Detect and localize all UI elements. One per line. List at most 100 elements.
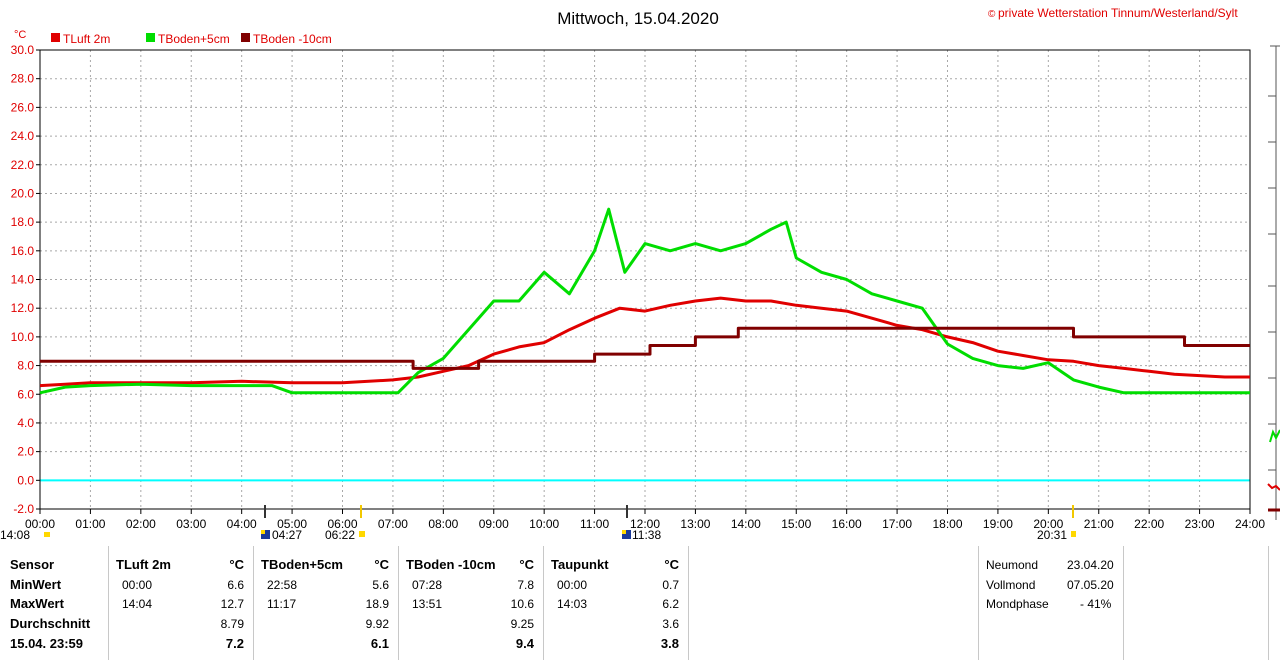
astro-markers: 04:27 06:22 11:38 20:31 14:08 — [0, 505, 1076, 542]
tboden10-column: TBoden -10cm °C 07:28 7.8 13:51 10.6 9.2… — [406, 546, 536, 658]
chart-grid — [40, 50, 1250, 509]
taupunkt-max-time: 14:03 — [557, 597, 588, 611]
x-tick-label: 01:00 — [75, 517, 105, 531]
y-tick-label: 4.0 — [17, 416, 34, 430]
y-tick-label: 12.0 — [11, 301, 35, 315]
x-tick-label: 04:00 — [227, 517, 257, 531]
x-axis-ticks: 00:00 01:00 02:00 03:00 04:00 05:00 06:00 07:00… — [25, 509, 1265, 531]
y-axis-ticks: 30.0 28.0 26.0 24.0 22.0 20.0 18.0 16.0 14.0 12.0… — [11, 43, 40, 516]
y-tick-label: 22.0 — [11, 158, 35, 172]
chart-series — [39, 207, 1250, 395]
x-tick-label: 07:00 — [378, 517, 408, 531]
legend-label-tboden10: TBoden -10cm — [253, 32, 332, 46]
column-divider — [543, 546, 544, 660]
legend: TLuft 2m TBoden+5cm TBoden -10cm — [51, 32, 332, 46]
x-tick-label: 03:00 — [176, 517, 206, 531]
y-tick-label: 14.0 — [11, 273, 35, 287]
y-tick-label: 2.0 — [17, 445, 34, 459]
x-tick-label: 17:00 — [882, 517, 912, 531]
sensor-column: Sensor MinWert MaxWert Durchschnitt 15.0… — [10, 546, 108, 658]
tluft-column: TLuft 2m °C 00:00 6.6 14:04 12.7 8.79 7.… — [116, 546, 246, 658]
tboden10-min-time: 07:28 — [412, 578, 443, 592]
y-tick-label: 26.0 — [11, 100, 35, 114]
copyright-symbol: © — [988, 9, 996, 20]
row-label-min: MinWert — [10, 577, 62, 592]
series-line-1 — [39, 296, 1250, 388]
tboden5-current-value: 6.1 — [370, 636, 389, 651]
taupunkt-header: Taupunkt — [551, 557, 609, 572]
right-side-panel — [1267, 45, 1280, 520]
moonset-time: 06:22 — [325, 528, 355, 542]
x-tick-label: 08:00 — [428, 517, 458, 531]
x-tick-label: 05:00 — [277, 517, 307, 531]
tboden10-max-value: 10.6 — [510, 597, 534, 611]
y-tick-label: 30.0 — [11, 43, 35, 57]
x-tick-label: 11:00 — [580, 517, 609, 531]
series-line-2 — [39, 207, 1250, 395]
legend-swatch-tluft — [51, 33, 60, 42]
moon-label-vollmond: Vollmond — [986, 578, 1036, 592]
sunrise-time: 04:27 — [272, 528, 302, 542]
tboden10-unit: °C — [519, 557, 534, 572]
x-tick-label: 18:00 — [932, 517, 962, 531]
moon-panel: Neumond 23.04.20 Vollmond 07.05.20 Mondp… — [986, 546, 1118, 658]
legend-label-tluft: TLuft 2m — [63, 32, 110, 46]
row-label-avg: Durchschnitt — [10, 616, 91, 631]
tluft-min-time: 00:00 — [122, 578, 153, 592]
taupunkt-current-value: 3.8 — [660, 636, 679, 651]
tboden5-max-value: 18.9 — [365, 597, 389, 611]
temperature-chart: Mittwoch, 15.04.2020 © private Wettersta… — [0, 6, 1280, 542]
row-label-max: MaxWert — [10, 596, 64, 611]
x-tick-label: 21:00 — [1084, 517, 1114, 531]
moon-value-phase: - 41% — [1080, 597, 1112, 611]
x-tick-label: 13:00 — [680, 517, 710, 531]
x-tick-label: 14:00 — [731, 517, 761, 531]
tboden5-unit: °C — [374, 557, 389, 572]
tboden10-current-value: 9.4 — [515, 636, 534, 651]
taupunkt-avg-value: 3.6 — [662, 617, 679, 631]
tluft-min-value: 6.6 — [227, 578, 244, 592]
noon-time: 11:38 — [632, 528, 661, 542]
tboden10-max-time: 13:51 — [412, 597, 443, 611]
sensor-header: Sensor — [10, 557, 55, 572]
tluft-header: TLuft 2m — [116, 557, 171, 572]
right-green-fragment — [1269, 429, 1280, 443]
tboden5-min-value: 5.6 — [372, 578, 389, 592]
left-marker-icon — [44, 532, 50, 537]
taupunkt-min-value: 0.7 — [662, 578, 679, 592]
y-tick-label: 20.0 — [11, 186, 35, 200]
x-tick-label: 16:00 — [832, 517, 862, 531]
right-red-fragment — [1267, 483, 1280, 491]
tboden10-header: TBoden -10cm — [406, 557, 496, 572]
taupunkt-column: Taupunkt °C 00:00 0.7 14:03 6.2 3.6 3.8 — [551, 546, 681, 658]
credit-text: private Wetterstation Tinnum/Westerland/… — [998, 6, 1238, 20]
left-marker-time: 14:08 — [0, 528, 30, 542]
y-tick-label: -2.0 — [13, 502, 34, 516]
column-divider — [398, 546, 399, 660]
y-tick-label: 18.0 — [11, 215, 35, 229]
moon-label-phase: Mondphase — [986, 597, 1049, 611]
sunrise-marker-accent — [261, 530, 265, 534]
x-tick-label: 00:00 — [25, 517, 55, 531]
y-axis-unit: °C — [14, 29, 26, 41]
series-line-3 — [40, 326, 1250, 370]
tboden10-min-value: 7.8 — [517, 578, 534, 592]
tboden5-max-time: 11:17 — [267, 597, 297, 611]
column-divider — [688, 546, 689, 660]
plot-frame — [39, 49, 1251, 510]
sunset-marker-icon — [1071, 531, 1076, 537]
y-tick-label: 10.0 — [11, 330, 35, 344]
tboden5-column: TBoden+5cm °C 22:58 5.6 11:17 18.9 9.92 … — [261, 546, 391, 658]
legend-swatch-tboden10 — [241, 33, 250, 42]
moonset-marker-icon — [359, 531, 365, 537]
taupunkt-unit: °C — [664, 557, 679, 572]
x-tick-label: 20:00 — [1033, 517, 1063, 531]
column-divider — [253, 546, 254, 660]
sunrise-marker-icon — [261, 530, 270, 539]
x-tick-label: 15:00 — [781, 517, 811, 531]
tluft-max-time: 14:04 — [122, 597, 153, 611]
y-tick-label: 0.0 — [17, 473, 34, 487]
row-label-current: 15.04. 23:59 — [10, 636, 84, 651]
x-tick-label: 12:00 — [630, 517, 660, 531]
x-tick-label: 10:00 — [529, 517, 559, 531]
